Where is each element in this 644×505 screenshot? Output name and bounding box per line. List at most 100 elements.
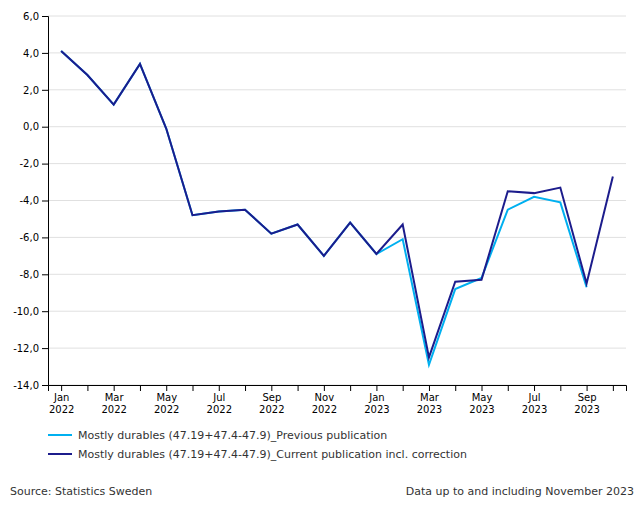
x-tick: Sep2022 bbox=[259, 385, 284, 415]
annotation: Source: Statistics Sweden bbox=[10, 485, 152, 498]
x-tick-mark bbox=[534, 385, 535, 391]
y-tick-mark bbox=[42, 237, 48, 238]
x-tick-label: Nov2022 bbox=[312, 392, 337, 415]
x-tick-label: Jul2023 bbox=[522, 392, 547, 415]
x-tick bbox=[455, 385, 456, 391]
x-tick bbox=[403, 385, 404, 391]
grid-line bbox=[48, 52, 626, 53]
x-tick-mark bbox=[508, 385, 509, 391]
grid bbox=[48, 16, 626, 385]
y-axis-line bbox=[42, 17, 49, 386]
x-tick bbox=[560, 385, 561, 391]
y-tick: 0,0 bbox=[23, 121, 48, 132]
x-axis-line bbox=[49, 386, 627, 392]
y-tick-label: -14,0 bbox=[13, 380, 39, 391]
x-tick-label: Sep2022 bbox=[259, 392, 284, 415]
chart: 6,0 4,0 2,0 0,0 -2,0 -4,0 -6,0 -8,0 -10,0 -12,0 -1… bbox=[0, 0, 644, 505]
y-tick-label: -2,0 bbox=[19, 158, 39, 169]
y-tick-mark bbox=[42, 16, 48, 17]
x-tick-mark bbox=[114, 385, 115, 391]
y-tick: -2,0 bbox=[19, 158, 48, 169]
x-tick-mark bbox=[245, 385, 246, 391]
x-tick: May2022 bbox=[154, 385, 179, 415]
y-tick-mark bbox=[42, 311, 48, 312]
grid-line bbox=[48, 274, 626, 275]
x-tick-label: Jul2022 bbox=[207, 392, 232, 415]
grid-line bbox=[48, 311, 626, 312]
x-tick: Sep2023 bbox=[574, 385, 599, 415]
x-tick-label: May2023 bbox=[469, 392, 494, 415]
y-axis: 6,0 4,0 2,0 0,0 -2,0 -4,0 -6,0 -8,0 -10,0 -12,0 -1… bbox=[13, 11, 48, 391]
x-tick-mark bbox=[350, 385, 351, 391]
x-tick bbox=[613, 385, 614, 391]
x-tick-mark bbox=[429, 385, 430, 391]
x-tick-mark bbox=[403, 385, 404, 391]
y-tick: 6,0 bbox=[23, 11, 48, 22]
x-tick: Mar2022 bbox=[101, 385, 126, 415]
grid-line bbox=[48, 16, 626, 17]
y-tick: -4,0 bbox=[19, 195, 48, 206]
x-tick bbox=[193, 385, 194, 391]
x-tick-mark bbox=[298, 385, 299, 391]
y-tick-mark bbox=[42, 201, 48, 202]
x-tick: Nov2022 bbox=[312, 385, 337, 415]
legend-swatch bbox=[48, 453, 72, 455]
x-tick-mark bbox=[587, 385, 588, 391]
x-tick-mark bbox=[482, 385, 483, 391]
x-tick-label: Mar2022 bbox=[101, 392, 126, 415]
y-tick-mark bbox=[42, 348, 48, 349]
x-tick-mark bbox=[61, 385, 62, 391]
y-tick-label: -12,0 bbox=[13, 343, 39, 354]
x-tick-mark bbox=[87, 385, 88, 391]
x-tick-label: Mar2023 bbox=[417, 392, 442, 415]
legend-label: Mostly durables (47.19+47.4-47.9)_Previo… bbox=[78, 429, 387, 442]
series-line bbox=[61, 51, 586, 365]
y-tick-label: -8,0 bbox=[19, 269, 39, 280]
grid-line bbox=[48, 348, 626, 349]
y-tick-mark bbox=[42, 164, 48, 165]
y-tick-mark bbox=[42, 385, 48, 386]
x-tick-mark bbox=[455, 385, 456, 391]
legend-item: Mostly durables (47.19+47.4-47.9)_Previo… bbox=[48, 429, 387, 442]
legend-label: Mostly durables (47.19+47.4-47.9)_Curren… bbox=[78, 448, 467, 461]
x-tick: Jan2022 bbox=[49, 385, 74, 415]
y-tick-mark bbox=[42, 90, 48, 91]
legend: Mostly durables (47.19+47.4-47.9)_Previo… bbox=[48, 429, 467, 461]
grid-line bbox=[48, 200, 626, 201]
y-tick: -12,0 bbox=[13, 343, 48, 354]
y-tick: -6,0 bbox=[19, 232, 48, 243]
y-tick-label: 0,0 bbox=[23, 121, 39, 132]
y-tick: -8,0 bbox=[19, 269, 48, 280]
grid-line bbox=[48, 89, 626, 90]
y-tick-mark bbox=[42, 127, 48, 128]
x-axis: Jan2022 Mar2022 May2022 Jul2022 Sep2022 Nov20… bbox=[49, 385, 627, 415]
grid-line bbox=[48, 126, 626, 127]
y-tick-label: -6,0 bbox=[19, 232, 39, 243]
x-tick-mark bbox=[140, 385, 141, 391]
x-tick-mark bbox=[271, 385, 272, 391]
legend-swatch bbox=[48, 434, 72, 436]
y-tick-label: 6,0 bbox=[23, 11, 39, 22]
y-tick-label: 2,0 bbox=[23, 85, 39, 96]
x-tick bbox=[140, 385, 141, 391]
plot: 6,0 4,0 2,0 0,0 -2,0 -4,0 -6,0 -8,0 -10,0 -12,0 -1… bbox=[13, 11, 626, 415]
y-tick: -10,0 bbox=[13, 306, 48, 317]
x-tick: Jul2022 bbox=[207, 385, 232, 415]
y-tick-mark bbox=[42, 274, 48, 275]
x-tick-mark bbox=[613, 385, 614, 391]
y-tick-label: 4,0 bbox=[23, 48, 39, 59]
x-tick bbox=[508, 385, 509, 391]
x-tick-mark bbox=[166, 385, 167, 391]
x-tick bbox=[298, 385, 299, 391]
x-tick-label: May2022 bbox=[154, 392, 179, 415]
y-tick-mark bbox=[42, 53, 48, 54]
x-tick bbox=[245, 385, 246, 391]
y-tick-label: -4,0 bbox=[19, 195, 39, 206]
x-tick-label: Sep2023 bbox=[574, 392, 599, 415]
y-tick: 2,0 bbox=[23, 85, 48, 96]
x-tick-mark bbox=[193, 385, 194, 391]
x-tick bbox=[350, 385, 351, 391]
x-tick: May2023 bbox=[469, 385, 494, 415]
x-tick-mark bbox=[219, 385, 220, 391]
grid-line bbox=[48, 163, 626, 164]
